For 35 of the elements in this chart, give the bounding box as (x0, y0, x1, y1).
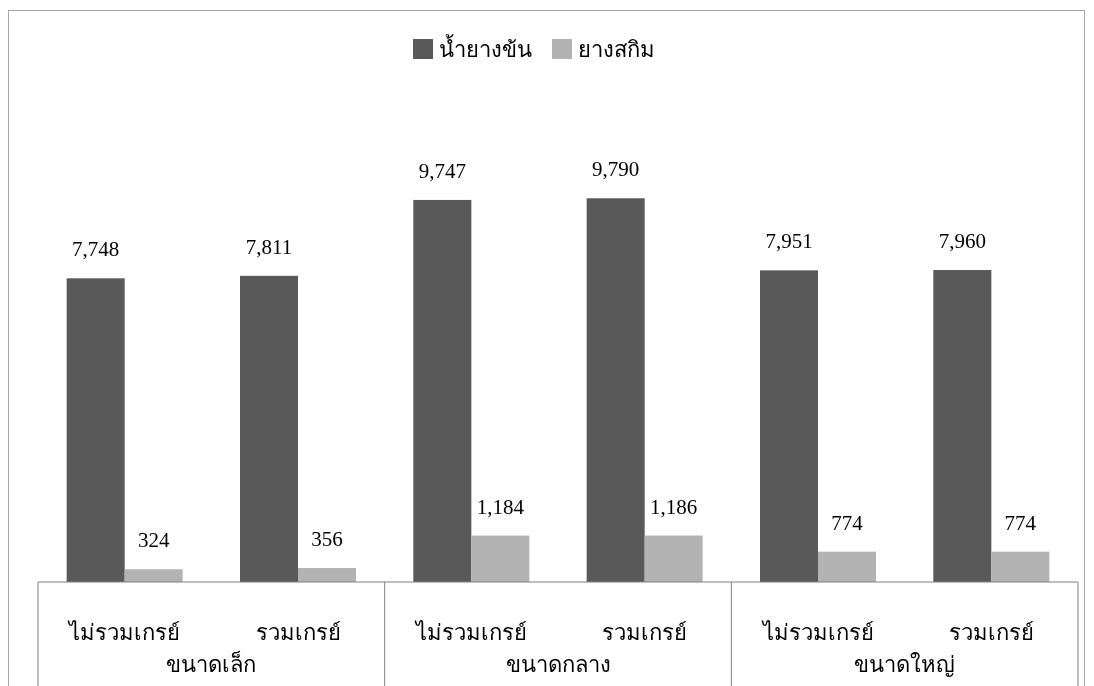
x-tick-label: ไม่รวมเกรย์ (413, 620, 527, 645)
data-label: 774 (1004, 510, 1037, 535)
bar (644, 535, 703, 582)
data-label: 7,951 (765, 229, 813, 254)
legend-label: ยางสกิม (578, 37, 655, 62)
bar (240, 275, 298, 582)
data-label: 1,184 (476, 494, 525, 519)
data-label: 1,186 (650, 494, 698, 519)
data-label: 774 (831, 510, 864, 535)
x-tick-label: รวมเกรย์ (602, 620, 688, 645)
legend-label: น้ำยางข้น (439, 34, 532, 62)
bar (586, 198, 645, 582)
bar (413, 199, 472, 582)
data-label: 9,747 (418, 158, 466, 183)
x-tick-label: ไม่รวมเกรย์ (67, 620, 181, 645)
bar (66, 278, 125, 582)
data-label: 7,960 (938, 228, 986, 253)
x-tick-label: ไม่รวมเกรย์ (760, 620, 874, 645)
bar (760, 270, 818, 582)
data-label: 7,811 (245, 234, 293, 259)
data-label: 7,748 (72, 237, 120, 262)
text: ขนาดเล็ก (166, 650, 257, 677)
bar (298, 568, 356, 582)
bar (991, 551, 1050, 582)
data-label: 356 (311, 527, 343, 552)
x-tick-label: รวมเกรย์ (948, 620, 1034, 645)
bar (933, 269, 992, 582)
bar (124, 569, 183, 582)
x-tick-label: รวมเกรย์ (255, 620, 341, 645)
data-label: 324 (137, 528, 170, 553)
data-label: 9,790 (592, 157, 640, 182)
bar (471, 535, 530, 582)
text: ขนาดกลาง (505, 652, 611, 677)
text: ขนาดใหญ่ (854, 652, 956, 677)
bar (818, 551, 876, 582)
